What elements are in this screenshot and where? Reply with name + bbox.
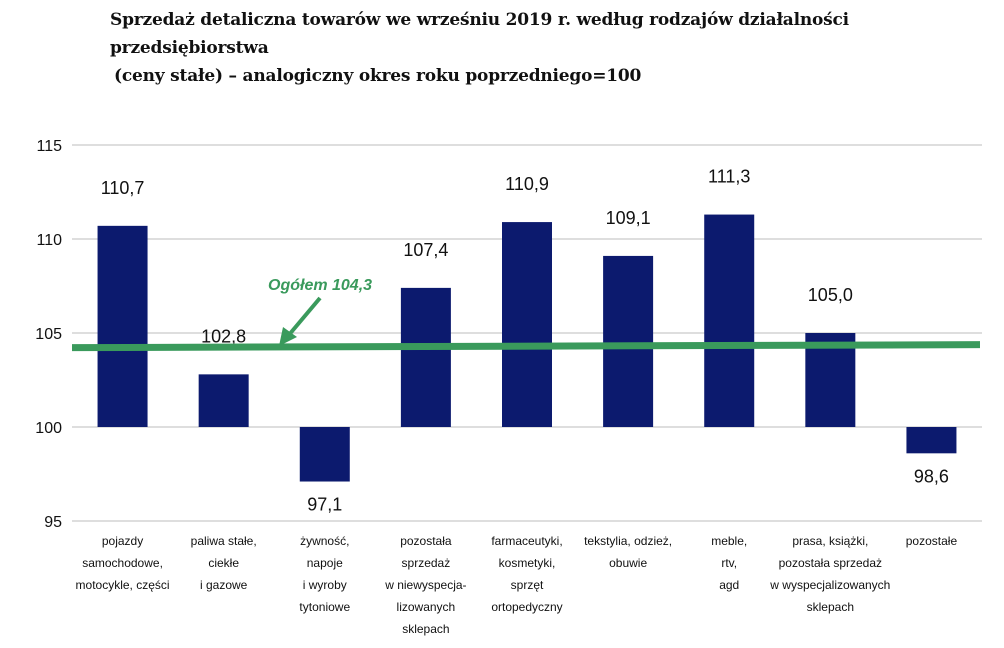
category-label-line: meble,	[711, 534, 747, 548]
data-label-1: 102,8	[201, 326, 246, 346]
category-label-line: sprzedaż	[402, 556, 451, 570]
category-label-line: i wyroby	[303, 578, 347, 592]
category-label-line: pozostała sprzedaż	[779, 556, 882, 570]
category-label-line: lizowanych	[397, 600, 456, 614]
category-label-line: w wyspecjalizowanych	[769, 578, 890, 592]
data-label-6: 111,3	[708, 167, 750, 187]
bar-3	[400, 287, 451, 427]
bar-8	[906, 427, 957, 454]
category-label-line: tytoniowe	[299, 600, 350, 614]
bar-0	[97, 225, 148, 427]
category-label-line: w niewyspecja-	[384, 578, 466, 592]
category-label-line: paliwa stałe,	[191, 534, 257, 548]
category-label-line: sprzęt	[511, 578, 544, 592]
chart-title: Sprzedaż detaliczna towarów we wrześniu …	[110, 6, 1000, 90]
y-tick-label-95: 95	[44, 514, 62, 531]
category-label-line: pozostała	[400, 534, 452, 548]
category-label-2: żywność, napoje i wyroby tytoniowe	[299, 534, 350, 614]
category-label-1: paliwa stałe, ciekłe i gazowe	[191, 534, 257, 592]
category-label-line: kosmetyki,	[499, 556, 556, 570]
chart-title-line-2: (ceny stałe) – analogiczny okres roku po…	[114, 66, 642, 86]
y-tick-label-110: 110	[36, 232, 62, 249]
category-label-line: ortopedyczny	[491, 600, 562, 614]
reference-arrow-head	[279, 327, 297, 346]
bar-5	[603, 255, 654, 427]
reference-line-label: Ogółem 104,3	[268, 277, 372, 294]
category-label-line: prasa, książki,	[792, 534, 868, 548]
category-label-line: żywność,	[300, 534, 349, 548]
category-label-line: obuwie	[609, 556, 647, 570]
y-tick-label-100: 100	[35, 420, 62, 437]
category-label-line: motocykle, części	[76, 578, 170, 592]
data-label-4: 110,9	[505, 174, 549, 194]
chart-title-line-1: Sprzedaż detaliczna towarów we wrześniu …	[110, 10, 849, 58]
data-label-2: 97,1	[307, 495, 342, 515]
category-label-line: farmaceutyki,	[491, 534, 562, 548]
bar-4	[502, 222, 552, 427]
bar-2	[299, 427, 350, 482]
category-label-0: pojazdy samochodowe, motocykle, części	[76, 534, 170, 592]
data-label-8: 98,6	[914, 466, 949, 486]
category-label-line: tekstylia, odzież,	[584, 534, 672, 548]
y-tick-label-115: 115	[36, 138, 62, 155]
category-label-line: agd	[719, 578, 739, 592]
category-label-7: prasa, książki, pozostała sprzedaż w wyspe…	[769, 534, 890, 614]
category-label-line: pojazdy	[102, 534, 143, 548]
category-label-3: pozostała sprzedaż w niewyspecja-lizowanyc…	[384, 534, 466, 636]
category-label-line: samochodowe,	[82, 556, 163, 570]
data-label-5: 109,1	[606, 208, 651, 228]
category-label-line: napoje	[307, 556, 343, 570]
y-tick-label-105: 105	[35, 326, 62, 343]
category-label-line: ciekłe	[208, 556, 239, 570]
data-label-0: 110,7	[101, 178, 145, 198]
bar-1	[198, 374, 249, 427]
data-label-7: 105,0	[808, 285, 853, 305]
category-label-6: meble, rtv, agd	[711, 534, 747, 592]
bar-6	[704, 214, 755, 427]
reference-arrow-shaft	[286, 296, 322, 338]
data-label-3: 107,4	[403, 240, 448, 260]
category-label-line: rtv,	[721, 556, 737, 570]
category-label-4: farmaceutyki, kosmetyki, sprzęt ortopedyczn…	[491, 534, 562, 614]
reference-line	[71, 341, 981, 352]
category-label-line: sklepach	[807, 600, 854, 614]
category-label-5: tekstylia, odzież, obuwie	[584, 534, 672, 570]
category-label-line: pozostałe	[906, 534, 958, 548]
category-label-8: pozostałe	[906, 534, 958, 548]
category-label-line: sklepach	[402, 622, 449, 636]
category-label-line: i gazowe	[200, 578, 248, 592]
